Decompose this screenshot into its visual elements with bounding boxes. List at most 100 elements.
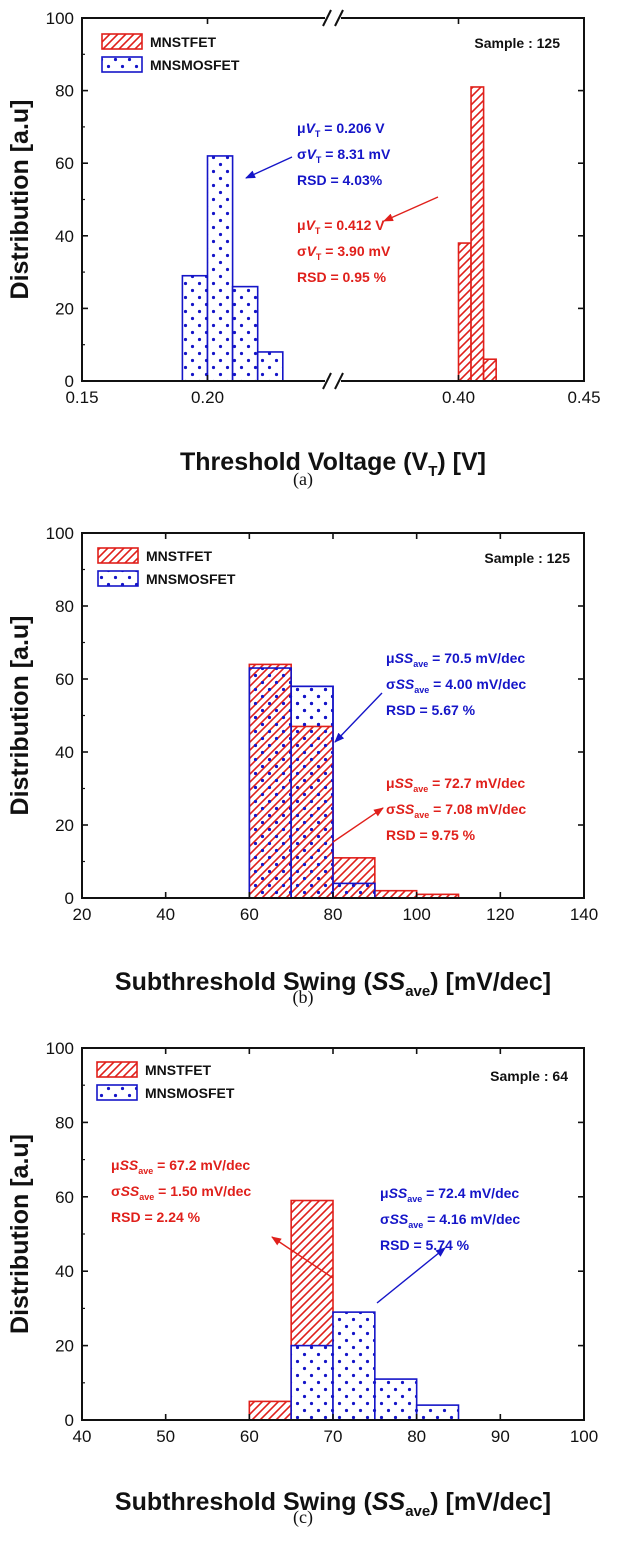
chart-panel-1: 0 20 40 60 80 100 0.15 0.20 0.40 0.45 Distribution… xyxy=(6,8,601,490)
legend-label-mnsmosfet: MNSMOSFET xyxy=(150,57,240,73)
x-axis-title-tail: ) [V] xyxy=(437,448,486,476)
text-part-sub: ave xyxy=(408,1220,423,1230)
x-axis-title-tail: ) [mV/dec] xyxy=(430,968,551,996)
annotation-arrow xyxy=(271,1236,334,1279)
y-tick-label: 80 xyxy=(55,597,74,616)
x-tick-label: 80 xyxy=(407,1427,426,1446)
text-part: RSD = 0.95 % xyxy=(297,269,387,285)
text-part: = 70.5 mV/dec xyxy=(428,650,525,666)
y-tick-label: 40 xyxy=(55,227,74,246)
text-part: σ xyxy=(386,801,396,817)
stat-line: RSD = 5.74 % xyxy=(380,1237,470,1253)
stat-line: σVT = 3.90 mV xyxy=(297,243,391,262)
stat-annotation-0: μSSave = 67.2 mV/dec σSSave = 1.50 mV/dec… xyxy=(111,1157,334,1279)
text-part: σ xyxy=(297,243,307,259)
bar-mnstfet-3 xyxy=(374,889,418,899)
axis-break-mark xyxy=(334,9,344,27)
x-tick-label: 0.40 xyxy=(442,388,475,407)
legend-label-mnsmosfet: MNSMOSFET xyxy=(145,1085,235,1101)
text-part: σ xyxy=(297,146,307,162)
text-part: RSD = 4.03% xyxy=(297,172,383,188)
stat-line: σSSave = 4.16 mV/dec xyxy=(380,1211,520,1230)
x-axis-title-sub: T xyxy=(428,463,437,480)
text-part: RSD = 9.75 % xyxy=(386,827,476,843)
bar-mnsmosfet-0 xyxy=(181,274,209,382)
text-part-italic: V xyxy=(307,146,318,162)
panel-label: (c) xyxy=(293,1507,313,1528)
text-part-sub: ave xyxy=(414,810,429,820)
x-axis-title-main: Subthreshold Swing ( xyxy=(115,968,373,996)
x-axis-title-main: Threshold Voltage (V xyxy=(180,448,428,476)
text-part: RSD = 5.74 % xyxy=(380,1237,470,1253)
text-part: = 0.206 V xyxy=(320,120,385,136)
text-part: μ xyxy=(297,217,306,233)
x-tick-label: 0.45 xyxy=(567,388,600,407)
y-tick-label: 60 xyxy=(55,1188,74,1207)
x-axis-title-sub: ave xyxy=(405,1503,430,1520)
legend-swatch-mnsmosfet xyxy=(101,56,143,73)
stat-line: σSSave = 1.50 mV/dec xyxy=(111,1183,251,1202)
stat-line: μSSave = 67.2 mV/dec xyxy=(111,1157,250,1176)
y-tick-label: 100 xyxy=(46,524,74,543)
y-tick-label: 20 xyxy=(55,1337,74,1356)
bar-overlay-mnsmosfet-0 xyxy=(248,667,292,899)
x-axis-title-tail: ) [mV/dec] xyxy=(430,1488,551,1516)
panel-label: (a) xyxy=(293,469,313,490)
x-axis-title-italic: SS xyxy=(372,1488,406,1516)
text-part-italic: SS xyxy=(396,676,415,692)
stat-line: μVT = 0.412 V xyxy=(297,217,385,236)
stat-line: σSSave = 7.08 mV/dec xyxy=(386,801,526,820)
x-tick-label: 70 xyxy=(324,1427,343,1446)
text-part-sub: ave xyxy=(414,685,429,695)
text-part-sub: T xyxy=(315,226,321,236)
y-tick-label: 40 xyxy=(55,1262,74,1281)
x-tick-label: 100 xyxy=(570,1427,598,1446)
x-tick-label: 40 xyxy=(156,905,175,924)
chart-panel-3: 0 20 40 60 80 100 40 50 60 70 80 90 100 Distribution … xyxy=(6,1039,598,1528)
text-part-italic: V xyxy=(307,243,318,259)
text-part: RSD = 5.67 % xyxy=(386,702,476,718)
text-part-sub: ave xyxy=(407,1194,422,1204)
stat-line: σVT = 8.31 mV xyxy=(297,146,391,165)
text-part-italic: SS xyxy=(120,1157,139,1173)
x-axis-title-italic: SS xyxy=(372,968,406,996)
text-part: = 8.31 mV xyxy=(321,146,391,162)
bar-mnsmosfet-2 xyxy=(231,285,259,382)
bar-mnstfet-0 xyxy=(248,1400,292,1421)
y-tick-label: 60 xyxy=(55,670,74,689)
y-tick-label: 100 xyxy=(46,9,74,28)
x-axis-title-main: Subthreshold Swing ( xyxy=(115,1488,373,1516)
bar-overlay-mnsmosfet-1 xyxy=(290,685,334,899)
legend-label-mnstfet: MNSTFET xyxy=(150,34,217,50)
bar-mnsmosfet-0 xyxy=(290,1344,334,1421)
stat-annotation-1: μSSave = 72.7 mV/dec σSSave = 7.08 mV/dec… xyxy=(332,775,526,843)
text-part: μ xyxy=(386,650,395,666)
stat-line: μSSave = 72.7 mV/dec xyxy=(386,775,525,794)
text-part-italic: V xyxy=(306,217,317,233)
stat-line: μSSave = 72.4 mV/dec xyxy=(380,1185,519,1204)
x-tick-label: 20 xyxy=(73,905,92,924)
axis-break-mark xyxy=(322,9,332,27)
x-tick-label: 50 xyxy=(156,1427,175,1446)
sample-count: Sample : 64 xyxy=(490,1068,568,1084)
text-part: = 4.00 mV/dec xyxy=(429,676,526,692)
y-tick-label: 80 xyxy=(55,1113,74,1132)
x-axis-title-sub: ave xyxy=(405,983,430,1000)
x-axis-title: Subthreshold Swing (SSave) [mV/dec] xyxy=(115,968,551,1000)
axis-break-mark xyxy=(322,372,332,390)
text-part: σ xyxy=(386,676,396,692)
x-tick-label: 40 xyxy=(73,1427,92,1446)
stat-line: RSD = 9.75 % xyxy=(386,827,476,843)
y-tick-label: 40 xyxy=(55,743,74,762)
x-tick-label: 0.15 xyxy=(65,388,98,407)
y-axis-title: Distribution [a.u] xyxy=(6,616,34,816)
y-tick-label: 80 xyxy=(55,82,74,101)
stat-line: RSD = 5.67 % xyxy=(386,702,476,718)
stat-annotation-1: μSSave = 72.4 mV/dec σSSave = 4.16 mV/dec… xyxy=(376,1185,520,1304)
y-tick-label: 60 xyxy=(55,154,74,173)
text-part-italic: SS xyxy=(390,1211,409,1227)
text-part-italic: SS xyxy=(395,775,414,791)
